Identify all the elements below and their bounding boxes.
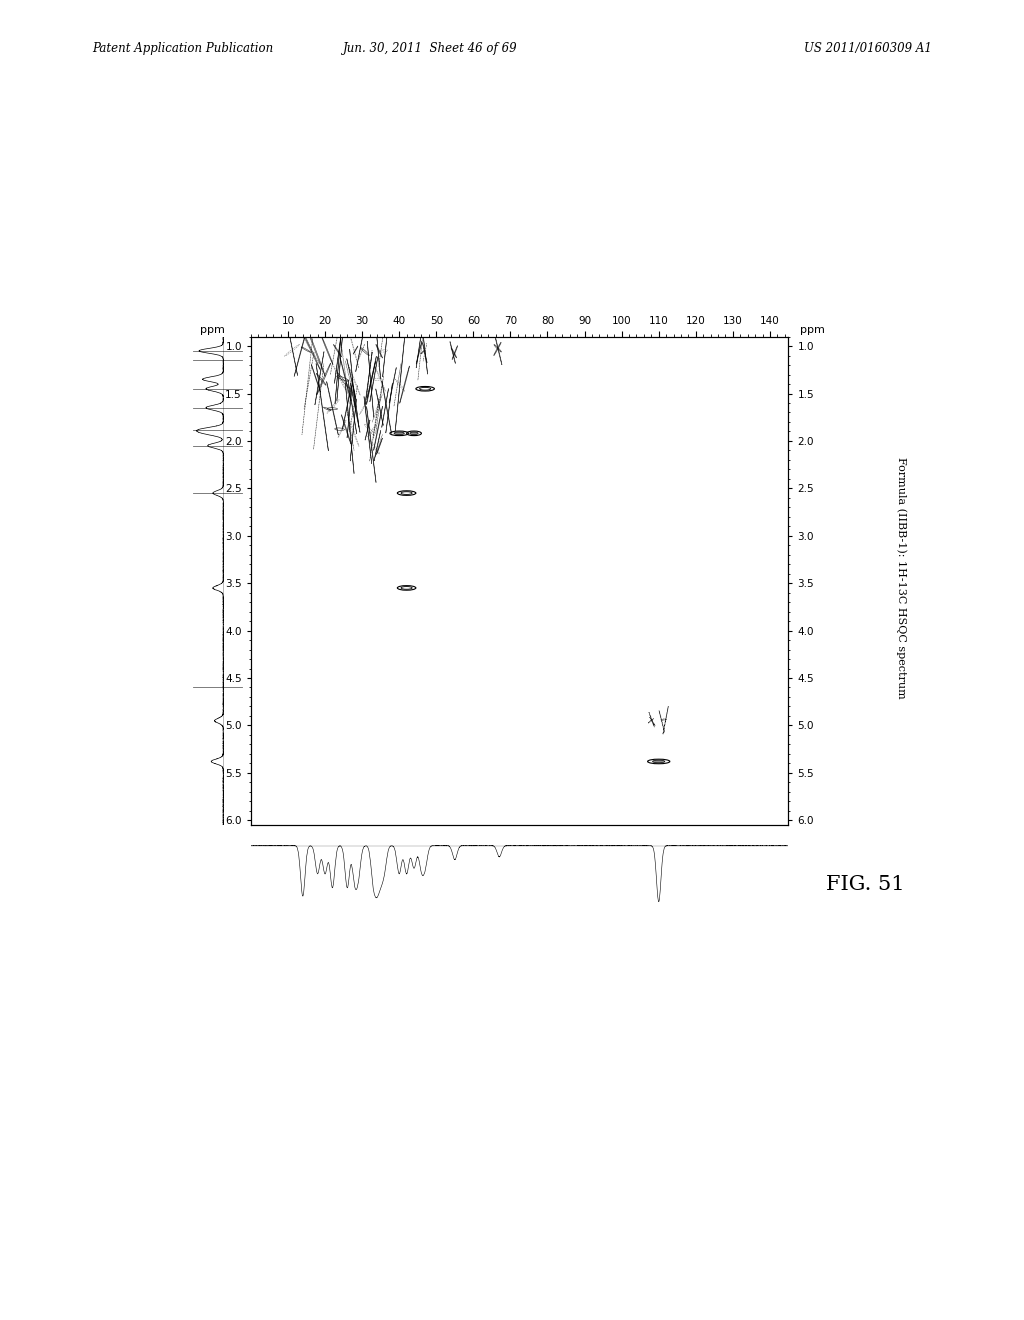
Ellipse shape (652, 760, 665, 763)
Ellipse shape (394, 432, 404, 434)
Text: US 2011/0160309 A1: US 2011/0160309 A1 (804, 42, 932, 55)
Ellipse shape (410, 432, 418, 434)
Text: ppm: ppm (800, 325, 824, 335)
Text: ppm: ppm (200, 325, 225, 335)
Text: Patent Application Publication: Patent Application Publication (92, 42, 273, 55)
Text: FIG. 51: FIG. 51 (826, 875, 904, 894)
Text: Formula (IIBB-1): 1H-13C HSQC spectrum: Formula (IIBB-1): 1H-13C HSQC spectrum (896, 457, 906, 700)
Text: Jun. 30, 2011  Sheet 46 of 69: Jun. 30, 2011 Sheet 46 of 69 (343, 42, 517, 55)
